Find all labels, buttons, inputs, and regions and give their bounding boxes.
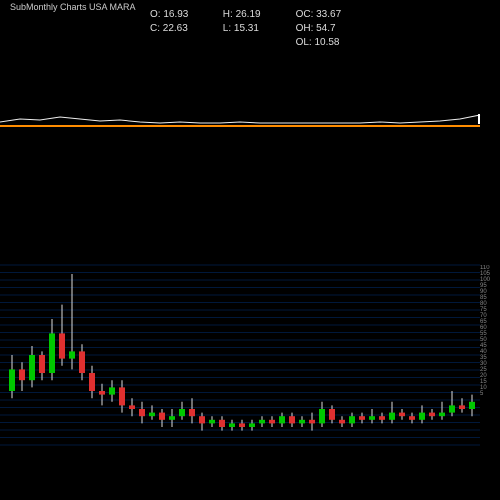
indicator-panel: [0, 90, 480, 130]
ohlc-low: 15.31: [234, 23, 259, 34]
ohlc-ol: 10.58: [314, 37, 339, 48]
ohlc-summary: O: 16.93 H: 26.19 OC: 33.67 C: 22.63 L: …: [150, 8, 366, 50]
ohlc-oc: 33.67: [316, 9, 341, 20]
y-axis-labels: 1101051009590858075706560555045403530252…: [480, 265, 500, 445]
candlestick-panel: [0, 265, 480, 445]
chart-title: SubMonthly Charts USA MARA: [10, 2, 136, 12]
ohlc-oh: 54.7: [316, 23, 335, 34]
ohlc-high: 26.19: [236, 9, 261, 20]
ohlc-open: 16.93: [163, 9, 188, 20]
ohlc-close: 22.63: [163, 23, 188, 34]
